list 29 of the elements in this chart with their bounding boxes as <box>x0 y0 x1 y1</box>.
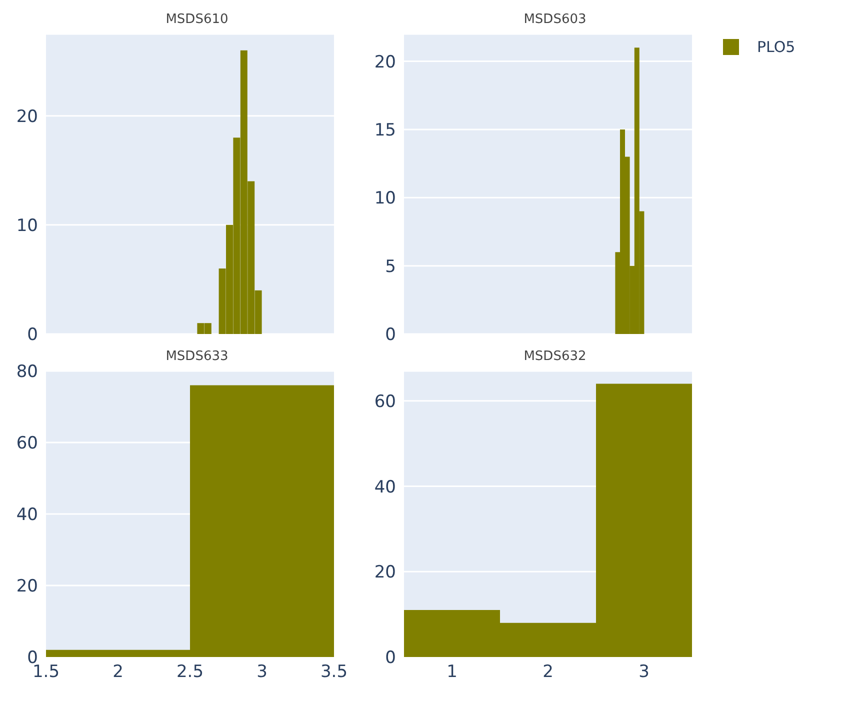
y-tick-label: 10 <box>374 188 396 209</box>
x-tick-label: 1 <box>446 662 458 682</box>
x-tick-label: 2.5 <box>176 662 204 682</box>
y-tick-label: 20 <box>374 52 396 72</box>
x-tick-label: 3.5 <box>320 662 348 682</box>
chart-title: MSDS633 <box>164 349 230 364</box>
x-tick-label: 3 <box>638 662 650 682</box>
y-tick-label: 20 <box>16 576 38 597</box>
y-tick-label: 60 <box>374 392 396 412</box>
y-tick-label: 40 <box>374 477 396 498</box>
x-tick-label: 2 <box>542 662 554 682</box>
y-tick-label: 15 <box>374 120 396 140</box>
y-tick-label: 5 <box>385 256 396 277</box>
y-tick-label: 80 <box>16 362 38 382</box>
y-tick-label: 0 <box>27 325 38 346</box>
chart-title: MSDS603 <box>522 12 588 27</box>
x-tick-label: 1.5 <box>32 662 60 682</box>
y-tick-label: 0 <box>385 648 396 668</box>
x-tick-label: 3 <box>256 662 268 682</box>
chart-title: MSDS632 <box>522 349 588 364</box>
y-tick-label: 10 <box>16 216 38 236</box>
y-tick-label: 0 <box>385 325 396 346</box>
y-tick-label: 20 <box>374 562 396 583</box>
legend-label: PLO5 <box>757 38 796 56</box>
y-tick-label: 60 <box>16 434 38 454</box>
x-tick-label: 2 <box>112 662 124 682</box>
chart-title: MSDS610 <box>164 12 230 27</box>
y-tick-label: 20 <box>16 106 38 127</box>
y-tick-label: 40 <box>16 505 38 526</box>
